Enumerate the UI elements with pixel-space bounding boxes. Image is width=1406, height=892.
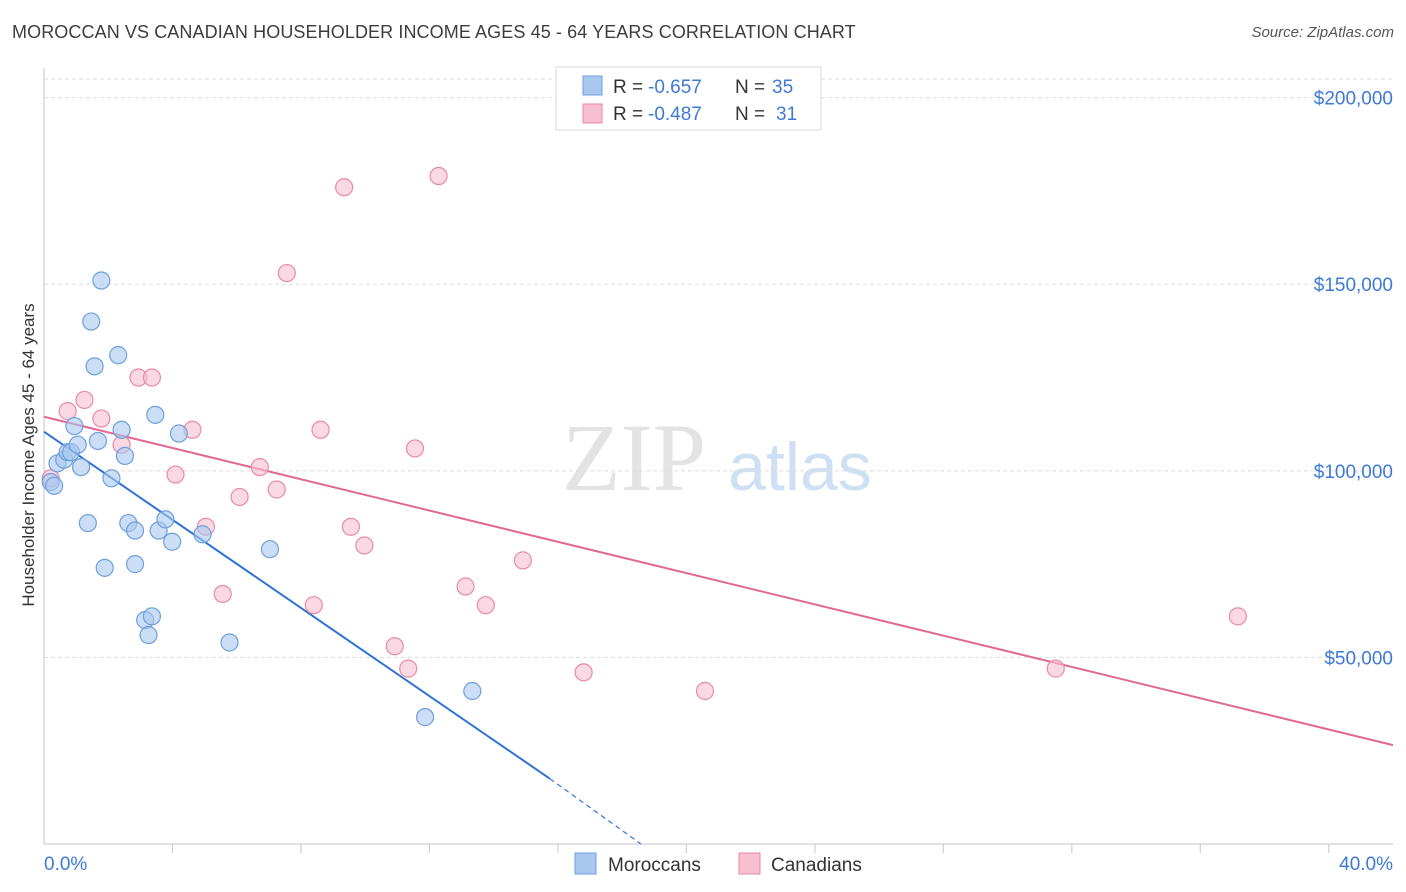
point-canadians <box>1228 607 1247 626</box>
legend-swatch-canadians <box>738 852 761 875</box>
point-canadians <box>250 457 269 477</box>
point-moroccans <box>68 435 87 454</box>
point-canadians <box>335 178 354 197</box>
point-canadians <box>267 480 286 499</box>
point-canadians <box>75 390 94 410</box>
legend-label-moroccans: Moroccans <box>608 855 701 876</box>
stats-r-label-moroccans: R = <box>613 77 643 98</box>
point-canadians <box>341 517 360 536</box>
point-canadians <box>429 166 448 186</box>
point-canadians <box>230 487 249 507</box>
y-axis-label: Householder Income Ages 45 - 64 years <box>19 303 38 606</box>
trendline-moroccans-extension <box>549 778 642 845</box>
point-moroccans <box>112 420 131 439</box>
y-tick-label: $150,000 <box>1314 275 1393 296</box>
point-moroccans <box>156 510 175 529</box>
data-points <box>41 166 1247 727</box>
point-moroccans <box>65 416 84 436</box>
point-canadians <box>385 637 404 656</box>
point-moroccans <box>193 525 212 544</box>
source-credit: Source: ZipAtlas.com <box>1251 24 1394 41</box>
point-canadians <box>513 551 532 570</box>
point-canadians <box>399 659 418 678</box>
point-moroccans <box>82 312 101 331</box>
point-moroccans <box>220 633 239 652</box>
stats-n-value-canadians: 31 <box>776 104 797 125</box>
point-canadians <box>1046 659 1065 678</box>
legend: Moroccans Canadians <box>574 852 862 876</box>
point-canadians <box>695 681 715 701</box>
point-moroccans <box>109 346 128 365</box>
point-moroccans <box>45 476 64 495</box>
point-canadians <box>58 402 77 421</box>
stats-swatch-canadians <box>582 103 603 124</box>
legend-label-canadians: Canadians <box>771 855 862 876</box>
point-moroccans <box>78 513 97 533</box>
legend-swatch-moroccans <box>574 852 597 875</box>
point-canadians <box>142 368 162 387</box>
point-canadians <box>277 263 296 283</box>
point-moroccans <box>125 521 145 540</box>
watermark-zip: ZIP <box>562 404 706 511</box>
stats-box: R = -0.657 N = 35 R = -0.487 N = 31 <box>555 66 822 131</box>
point-moroccans <box>463 681 482 701</box>
point-canadians <box>304 596 323 615</box>
point-moroccans <box>142 607 162 626</box>
point-canadians <box>476 596 495 615</box>
point-moroccans <box>146 405 165 424</box>
point-moroccans <box>415 708 435 727</box>
point-moroccans <box>260 540 280 559</box>
point-moroccans <box>102 469 121 488</box>
stats-n-value-moroccans: 35 <box>772 77 793 98</box>
stats-swatch-moroccans <box>582 75 603 96</box>
point-moroccans <box>92 271 111 290</box>
x-tick-label-max: 40.0% <box>1339 854 1393 875</box>
point-moroccans <box>71 457 91 477</box>
trendlines <box>43 415 1394 845</box>
point-moroccans <box>115 446 135 466</box>
watermark: ZIP atlas <box>562 404 872 511</box>
point-moroccans <box>85 357 104 376</box>
point-canadians <box>574 663 593 682</box>
stats-r-label-canadians: R = <box>613 104 643 125</box>
stats-r-value-moroccans: -0.657 <box>648 77 702 98</box>
trendline-moroccans <box>43 430 551 780</box>
point-canadians <box>405 439 425 458</box>
stats-n-label-moroccans: N = <box>735 77 765 98</box>
y-tick-label: $200,000 <box>1314 89 1393 110</box>
point-canadians <box>355 536 374 555</box>
point-moroccans <box>88 431 108 451</box>
axes <box>43 68 1393 853</box>
point-moroccans <box>163 532 182 551</box>
stats-r-value-canadians: -0.487 <box>648 104 702 125</box>
point-moroccans <box>125 555 145 574</box>
point-canadians <box>456 577 475 596</box>
trendline-canadians <box>43 415 1394 747</box>
point-moroccans <box>139 625 158 645</box>
point-moroccans <box>169 424 188 443</box>
y-tick-label: $50,000 <box>1324 648 1393 669</box>
y-tick-label: $100,000 <box>1314 462 1393 483</box>
point-moroccans <box>95 558 114 577</box>
y-tick-labels: $50,000 $100,000 $150,000 $200,000 <box>1314 89 1393 670</box>
x-tick-label-min: 0.0% <box>44 854 87 875</box>
point-canadians <box>92 409 111 428</box>
point-canadians <box>166 465 185 484</box>
chart-title: MOROCCAN VS CANADIAN HOUSEHOLDER INCOME … <box>12 22 856 42</box>
point-canadians <box>311 420 330 439</box>
watermark-atlas: atlas <box>728 429 872 505</box>
point-canadians <box>213 584 232 604</box>
stats-n-label-canadians: N = <box>735 104 765 125</box>
